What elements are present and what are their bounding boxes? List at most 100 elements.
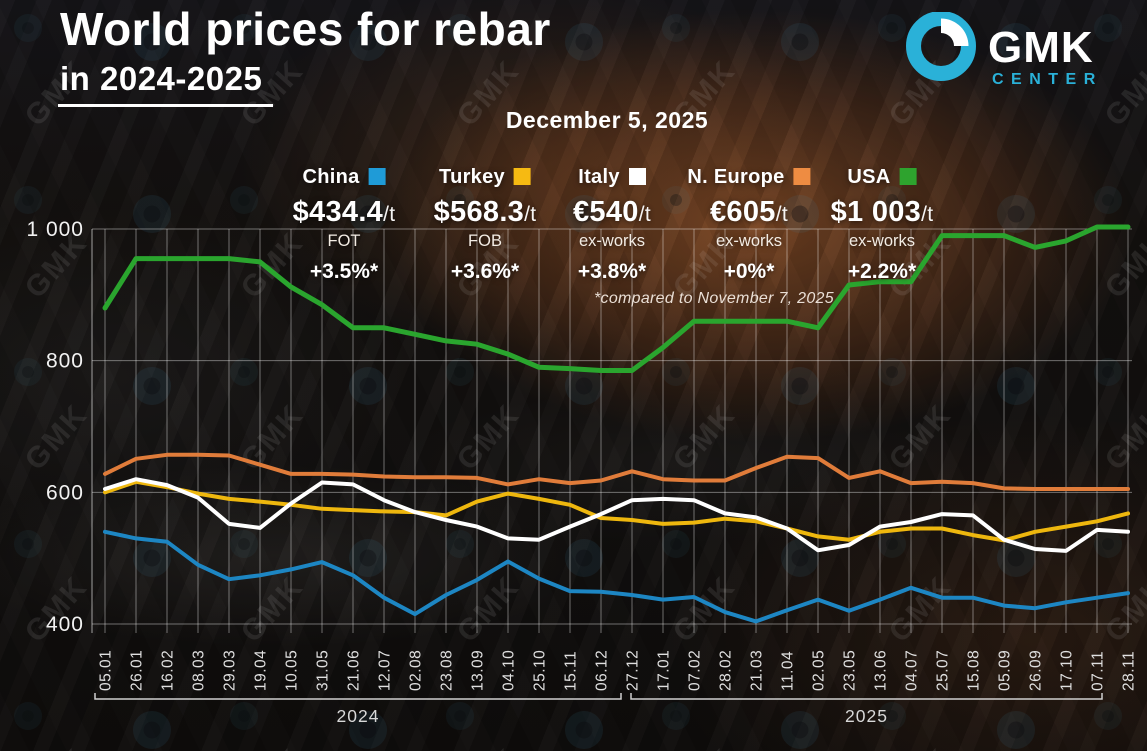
price: $434.4 [292, 196, 384, 228]
header: World prices for rebar in 2024-2025 [60, 6, 551, 95]
x-tick-label: 13.06 [873, 650, 890, 691]
report-date: December 5, 2025 [505, 107, 709, 133]
x-tick-label: 17.10 [1059, 650, 1076, 691]
x-tick-label: 16.02 [160, 650, 177, 691]
x-tick-label: 06.12 [594, 650, 611, 691]
logo-text: GMK [988, 23, 1094, 72]
color-swatch-icon [793, 168, 811, 185]
x-tick-label: 11.04 [780, 651, 797, 691]
year-brackets: 2024 2025 [94, 693, 1103, 726]
x-tick-label: 25.10 [532, 650, 549, 691]
x-tick-label: 15.11 [563, 651, 580, 691]
x-tick-label: 08.03 [191, 650, 208, 691]
x-tick-label: 26.01 [129, 650, 146, 691]
country-name: Turkey [439, 166, 505, 188]
color-swatch-icon [513, 168, 531, 185]
price-basis: ex-works [578, 232, 645, 250]
series-line-turkey [103, 479, 1130, 543]
price-change: +3.6%* [450, 260, 520, 283]
country-name: N. Europe [687, 166, 785, 188]
legend-card-italy: Italy €540/t ex-works +3.8%* [573, 166, 651, 284]
price-unit: /t [524, 203, 537, 226]
price-unit: /t [383, 203, 396, 226]
year-label: 2024 [337, 706, 380, 726]
price-value: $1 003/t [831, 196, 934, 229]
price-unit: /t [638, 203, 651, 226]
legend-label: N. Europe [687, 166, 811, 189]
legend-label: China [293, 166, 396, 189]
x-tick-label: 25.07 [935, 650, 952, 691]
x-tick-label: 26.09 [1028, 650, 1045, 691]
gmk-donut-icon [906, 12, 976, 81]
x-tick-label: 04.10 [501, 650, 518, 691]
x-tick-label: 28.02 [718, 650, 735, 691]
country-name: USA [847, 166, 891, 188]
x-tick-label: 02.08 [408, 650, 425, 691]
x-tick-label: 05.09 [997, 650, 1014, 691]
x-tick-label: 12.07 [377, 650, 394, 691]
price-value: €540/t [573, 196, 651, 229]
legend-card-usa: USA $1 003/t ex-works +2.2%* [831, 166, 934, 284]
x-tick-label: 02.05 [811, 650, 828, 691]
x-tick-label: 28.11 [1121, 651, 1138, 691]
x-tick-label: 07.02 [687, 650, 704, 691]
logo-subtext: CENTER [992, 71, 1103, 88]
color-swatch-icon [368, 168, 386, 185]
legend-card-n-europe: N. Europe €605/t ex-works +0%* [687, 166, 811, 284]
page-title: World prices for rebar [60, 3, 551, 55]
x-tick-label: 04.07 [904, 650, 921, 691]
legend-label: USA [831, 166, 934, 189]
price-basis: FOT [327, 232, 361, 250]
price-value: $568.3/t [434, 196, 537, 229]
price-change: +3.5%* [309, 260, 379, 283]
x-tick-label: 23.08 [439, 650, 456, 691]
x-gridlines [91, 229, 1129, 633]
year-bracket [94, 693, 622, 700]
x-tick-label: 21.06 [346, 650, 363, 691]
y-tick-label: 1 000 [26, 218, 84, 241]
price: $568.3 [433, 196, 525, 228]
y-tick-label: 800 [46, 350, 84, 373]
price-value: $434.4/t [293, 196, 396, 229]
price-change: +2.2%* [847, 260, 917, 283]
series-line-italy [103, 477, 1130, 553]
color-swatch-icon [899, 168, 917, 185]
series-lines [102, 224, 1131, 624]
series-line-usa [102, 224, 1131, 373]
page-subtitle: in 2024-2025 [60, 60, 263, 97]
y-tick-label: 400 [46, 613, 84, 636]
gmk-logo: GMK CENTER [906, 12, 1103, 88]
price-basis: FOB [468, 232, 502, 250]
series-line-china [103, 529, 1130, 624]
x-tick-label: 19.04 [253, 650, 270, 691]
y-tick-label: 600 [46, 481, 84, 504]
price-change: +3.8%* [577, 260, 647, 283]
x-tick-labels: 05.01 26.01 16.02 08.03 29.03 19.04 10.05 31.05… [98, 650, 1138, 691]
price-basis: ex-works [848, 232, 915, 250]
x-tick-label: 05.01 [98, 650, 115, 691]
country-name: Italy [578, 166, 620, 188]
price-basis: ex-works [715, 232, 782, 250]
x-tick-label: 21.03 [749, 650, 766, 691]
x-tick-label: 23.05 [842, 650, 859, 691]
year-bracket [630, 693, 1103, 700]
x-tick-label: 10.05 [284, 650, 301, 691]
title-underline [58, 104, 273, 107]
price-value: €605/t [687, 196, 810, 229]
x-tick-label: 29.03 [222, 650, 239, 691]
legend-card-china: China $434.4/t FOT +3.5%* [293, 166, 396, 284]
price-change: +0%* [723, 260, 775, 283]
price: €605 [710, 196, 776, 228]
price-unit: /t [775, 203, 788, 226]
year-label: 2025 [845, 706, 888, 726]
x-tick-label: 13.09 [470, 650, 487, 691]
x-tick-label: 17.01 [656, 650, 673, 691]
legend-label: Turkey [434, 166, 537, 189]
price-unit: /t [921, 203, 934, 226]
x-tick-label: 07.11 [1090, 651, 1107, 691]
y-gridlines: 400 600 800 1 000 [26, 218, 1132, 636]
legend-label: Italy [573, 166, 651, 189]
